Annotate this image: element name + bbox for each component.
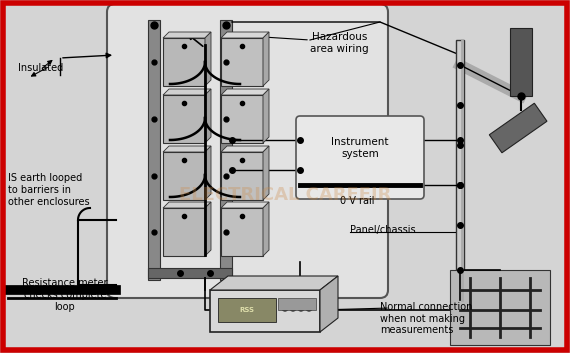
Bar [221, 208, 263, 256]
Bar [221, 152, 263, 200]
Bar [163, 152, 205, 200]
Bar [489, 103, 547, 153]
Polygon shape [205, 89, 211, 143]
Bar [148, 20, 160, 280]
Text: ELECTRICAL CAREEIR: ELECTRICAL CAREEIR [179, 186, 391, 204]
Bar [148, 268, 232, 278]
Polygon shape [263, 202, 269, 256]
Bar [221, 38, 263, 86]
Text: IS earth looped
to barriers in
other enclosures: IS earth looped to barriers in other enc… [8, 173, 89, 207]
Polygon shape [163, 89, 211, 95]
Polygon shape [205, 146, 211, 200]
Polygon shape [221, 89, 269, 95]
Circle shape [282, 305, 288, 311]
Text: Insulated: Insulated [18, 63, 63, 73]
Polygon shape [205, 32, 211, 86]
Polygon shape [221, 146, 269, 152]
Polygon shape [210, 290, 320, 332]
FancyBboxPatch shape [107, 4, 388, 298]
Text: RSS: RSS [239, 307, 254, 313]
Bar [450, 270, 550, 345]
Polygon shape [263, 146, 269, 200]
Circle shape [290, 305, 296, 311]
Polygon shape [205, 202, 211, 256]
Polygon shape [210, 276, 338, 290]
Bar [163, 95, 205, 143]
FancyBboxPatch shape [283, 284, 337, 312]
Text: Resistance meter
checks complete
loop: Resistance meter checks complete loop [22, 279, 108, 312]
Text: 0 V rail: 0 V rail [340, 196, 374, 206]
Polygon shape [320, 276, 338, 332]
Bar [163, 38, 205, 86]
Bar [456, 40, 464, 300]
Bar [220, 20, 232, 280]
Polygon shape [163, 146, 211, 152]
Bar [163, 208, 205, 256]
Polygon shape [221, 32, 269, 38]
Bar [278, 298, 316, 310]
Bar [221, 95, 263, 143]
Polygon shape [263, 32, 269, 86]
Polygon shape [163, 32, 211, 38]
Text: Normal connection
when not making
measurements: Normal connection when not making measur… [380, 302, 473, 335]
Circle shape [298, 305, 304, 311]
Text: Hazardous
area wiring: Hazardous area wiring [310, 32, 369, 54]
Polygon shape [221, 202, 269, 208]
Text: Instrument
system: Instrument system [331, 137, 389, 159]
Bar [218, 298, 276, 322]
Circle shape [306, 305, 312, 311]
Polygon shape [163, 202, 211, 208]
FancyBboxPatch shape [296, 116, 424, 199]
Text: Panel/chassis: Panel/chassis [350, 225, 416, 235]
Bar [510, 28, 532, 96]
Polygon shape [263, 89, 269, 143]
